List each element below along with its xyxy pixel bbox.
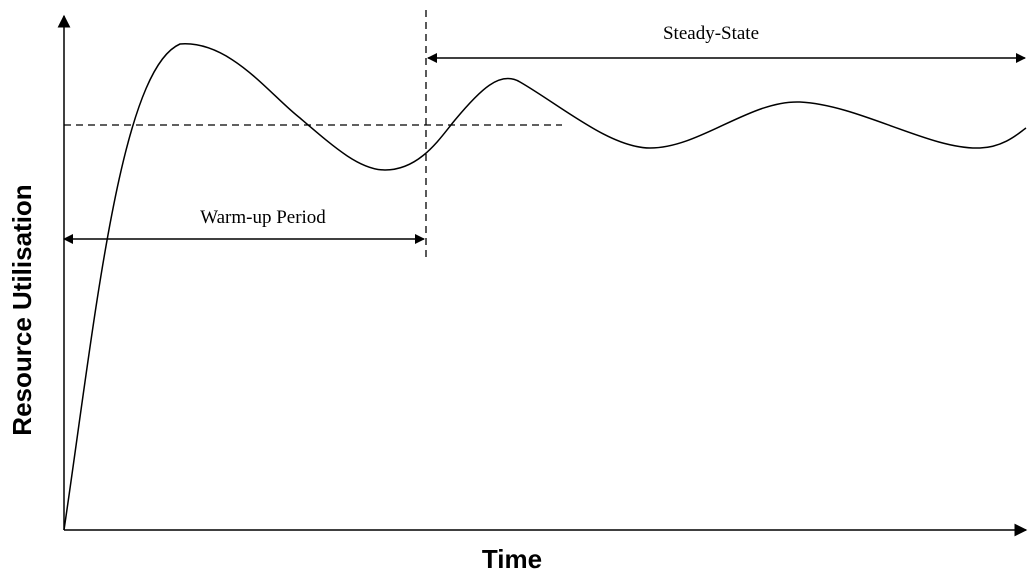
y-axis-title: Resource Utilisation — [7, 184, 37, 435]
utilisation-curve — [63, 43, 1027, 531]
steady-state-label: Steady-State — [663, 23, 759, 44]
warmup-period-label: Warm-up Period — [200, 207, 326, 228]
x-axis-title: Time — [482, 544, 542, 574]
